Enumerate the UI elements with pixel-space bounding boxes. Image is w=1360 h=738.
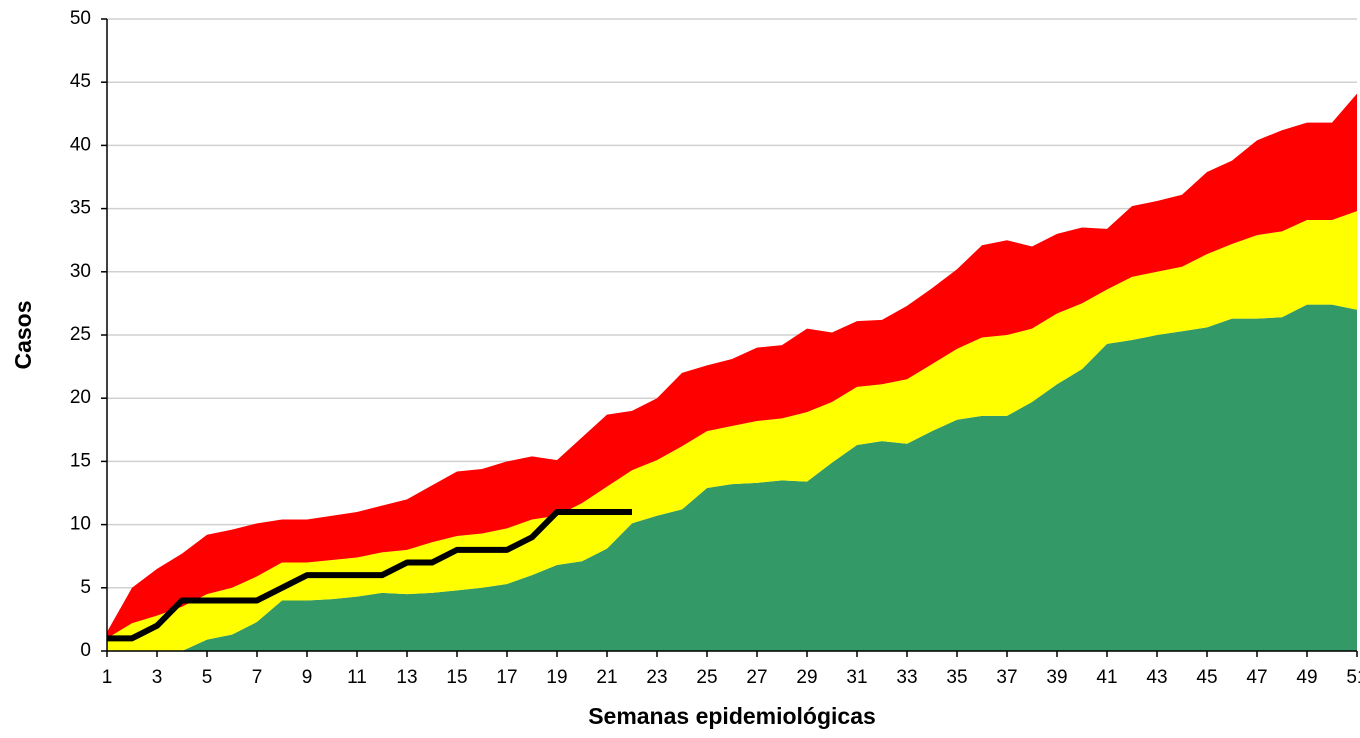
x-tick-label: 5 (202, 667, 213, 688)
x-tick-label: 43 (1146, 667, 1167, 688)
x-tick-label: 19 (546, 667, 567, 688)
y-tick-label: 0 (80, 640, 91, 661)
y-tick-label: 20 (70, 387, 91, 408)
x-tick-label: 13 (396, 667, 417, 688)
x-tick-label: 21 (596, 667, 617, 688)
x-tick-label: 39 (1046, 667, 1067, 688)
x-tick-label: 33 (896, 667, 917, 688)
y-tick-label: 40 (70, 134, 91, 155)
x-tick-label: 15 (446, 667, 467, 688)
x-tick-label: 47 (1246, 667, 1267, 688)
x-tick-label: 41 (1096, 667, 1117, 688)
x-tick-label: 37 (996, 667, 1017, 688)
y-tick-label: 50 (70, 8, 91, 29)
x-tick-label: 45 (1196, 667, 1217, 688)
y-axis-title: Casos (10, 300, 36, 369)
x-tick-label: 25 (696, 667, 717, 688)
y-tick-label: 45 (70, 71, 91, 92)
area (107, 211, 1357, 652)
area (107, 304, 1357, 651)
y-tick-label: 10 (70, 514, 91, 535)
x-tick-label: 17 (496, 667, 517, 688)
y-tick-label: 25 (70, 324, 91, 345)
x-tick-label: 49 (1296, 667, 1317, 688)
y-tick-label: 30 (70, 261, 91, 282)
x-tick-label: 51 (1346, 667, 1360, 688)
x-axis-title: Semanas epidemiológicas (588, 703, 876, 729)
x-tick-label: 11 (347, 667, 367, 688)
y-tick-label: 35 (70, 198, 91, 219)
x-tick-label: 3 (152, 667, 163, 688)
x-tick-label: 9 (302, 667, 313, 688)
x-tick-label: 35 (946, 667, 967, 688)
x-tick-label: 7 (252, 667, 263, 688)
x-tick-label: 1 (102, 667, 113, 688)
line (107, 508, 632, 642)
x-tick-label: 27 (746, 667, 767, 688)
x-tick-label: 31 (846, 667, 867, 688)
y-tick-label: 15 (70, 450, 91, 471)
area (107, 93, 1357, 639)
x-tick-label: 23 (646, 667, 667, 688)
x-tick-label: 29 (796, 667, 817, 688)
y-tick-label: 5 (80, 577, 91, 598)
